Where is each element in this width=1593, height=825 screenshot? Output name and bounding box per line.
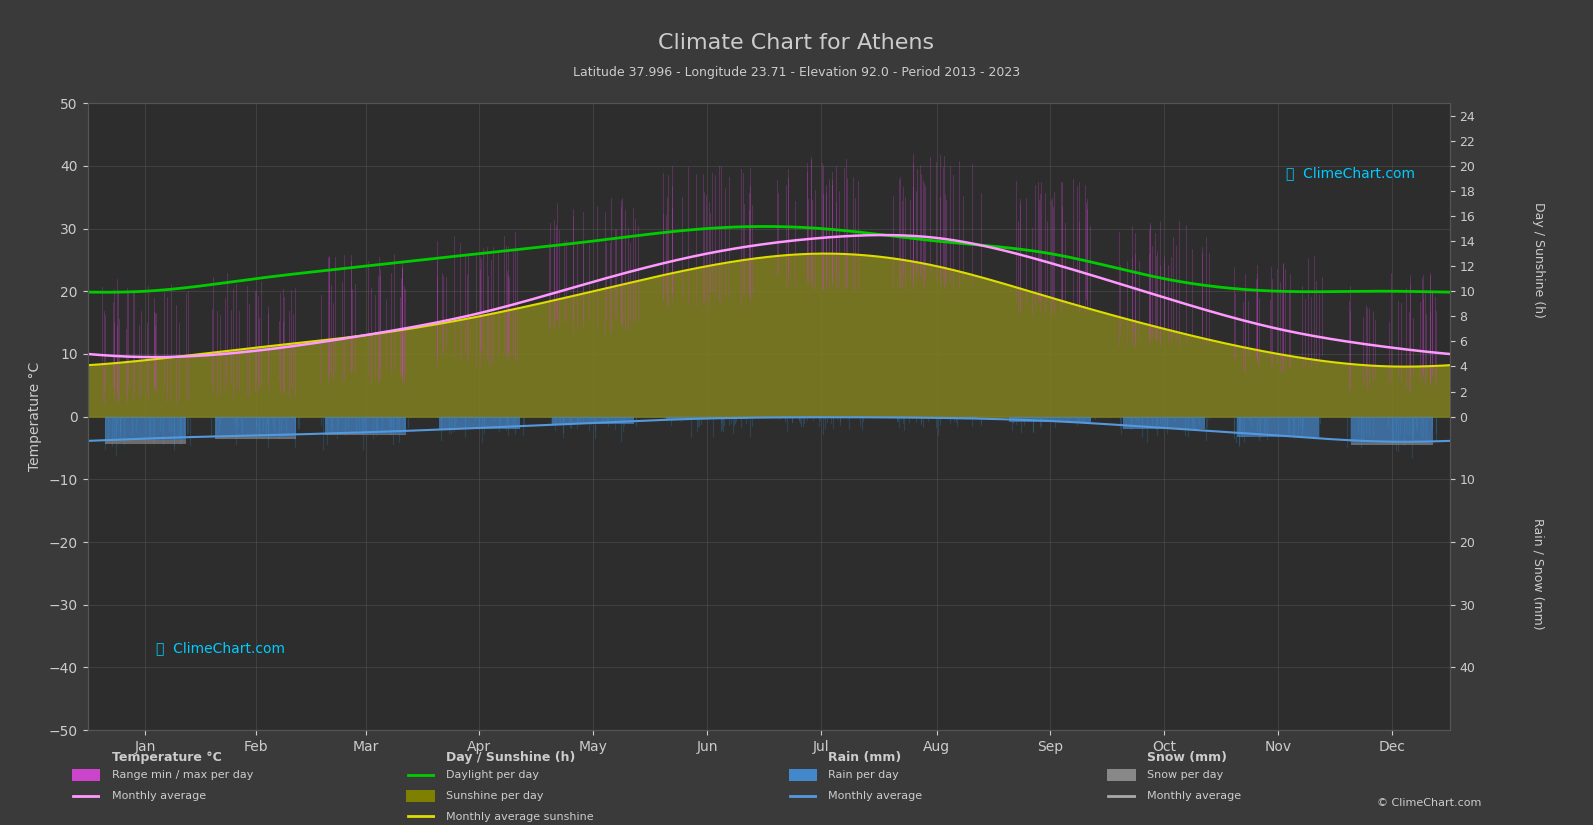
- Bar: [1238, 417, 1319, 436]
- Text: Monthly average sunshine: Monthly average sunshine: [446, 812, 594, 822]
- Text: Latitude 37.996 - Longitude 23.71 - Elevation 92.0 - Period 2013 - 2023: Latitude 37.996 - Longitude 23.71 - Elev…: [573, 66, 1020, 79]
- Text: Rain (mm): Rain (mm): [828, 751, 902, 764]
- Text: 🌍  ClimeChart.com: 🌍 ClimeChart.com: [1286, 166, 1415, 180]
- Text: Monthly average: Monthly average: [1147, 791, 1241, 801]
- Text: Temperature °C: Temperature °C: [112, 751, 221, 764]
- Text: Snow (mm): Snow (mm): [1147, 751, 1227, 764]
- Text: Rain per day: Rain per day: [828, 771, 898, 780]
- Bar: [438, 417, 521, 429]
- Y-axis label: Temperature °C: Temperature °C: [27, 362, 41, 471]
- Text: Day / Sunshine (h): Day / Sunshine (h): [446, 751, 575, 764]
- Bar: [666, 417, 747, 419]
- Text: Monthly average: Monthly average: [828, 791, 922, 801]
- Bar: [1351, 417, 1432, 443]
- Text: Snow per day: Snow per day: [1147, 771, 1223, 780]
- Text: Sunshine per day: Sunshine per day: [446, 791, 543, 801]
- Bar: [895, 417, 978, 418]
- Bar: [105, 417, 186, 441]
- Text: Daylight per day: Daylight per day: [446, 771, 538, 780]
- Bar: [553, 417, 634, 424]
- Text: Monthly average: Monthly average: [112, 791, 205, 801]
- Bar: [105, 441, 186, 444]
- Bar: [215, 417, 296, 436]
- Bar: [325, 417, 406, 434]
- Bar: [1010, 417, 1091, 422]
- Bar: [1123, 417, 1204, 429]
- Text: © ClimeChart.com: © ClimeChart.com: [1376, 799, 1481, 808]
- Text: Range min / max per day: Range min / max per day: [112, 771, 253, 780]
- Text: Rain / Snow (mm): Rain / Snow (mm): [1531, 517, 1545, 629]
- Text: Day / Sunshine (h): Day / Sunshine (h): [1531, 202, 1545, 318]
- Text: 🌍  ClimeChart.com: 🌍 ClimeChart.com: [156, 641, 285, 655]
- Bar: [215, 436, 296, 439]
- Text: Climate Chart for Athens: Climate Chart for Athens: [658, 33, 935, 53]
- Bar: [1351, 443, 1432, 445]
- Bar: [325, 434, 406, 436]
